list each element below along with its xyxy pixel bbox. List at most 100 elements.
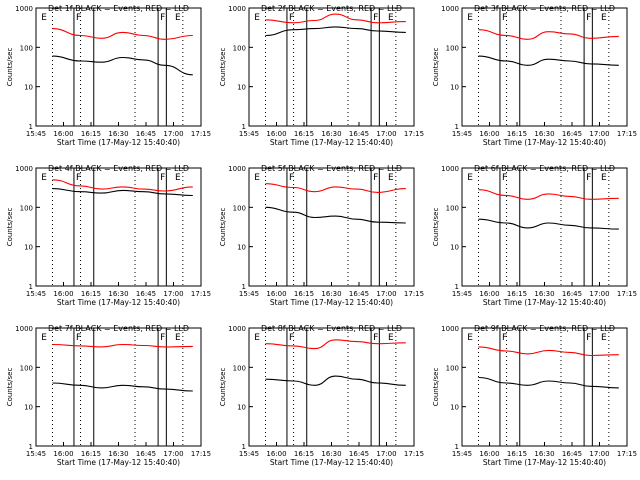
period-label: F [502,13,507,23]
x-tick-label: 17:15 [191,290,211,298]
period-label: E [388,173,394,183]
period-label: E [41,333,47,343]
x-tick-label: 16:15 [294,450,314,458]
x-tick-label: 17:00 [163,450,183,458]
chart-panel: Det 7f BLACK = Events, RED = LLD Counts/s… [6,324,211,467]
y-axis-label: Counts/sec [6,48,14,87]
y-tick-label: 100 [20,44,33,52]
x-tick-label: 17:15 [404,130,424,138]
x-tick-label: 16:30 [321,130,341,138]
period-label: E [388,13,394,23]
period-label: F [586,333,591,343]
x-tick-label: 17:15 [191,130,211,138]
chart-title: Det 1f BLACK = Events, RED = LLD [48,4,189,13]
series-lld-line [478,189,619,200]
chart-panel: Det 3f BLACK = Events, RED = LLD Counts/s… [432,4,637,147]
series-lld-line [265,13,406,24]
x-tick-label: 17:00 [589,290,609,298]
x-tick-label: 15:45 [452,290,472,298]
y-tick-label: 100 [20,204,33,212]
x-axis-label: Start Time (17-May-12 15:40:40) [483,298,606,307]
y-tick-label: 1000 [441,5,459,13]
x-tick-label: 16:15 [81,130,101,138]
period-label: E [41,173,47,183]
chart-panel: Det 4f BLACK = Events, RED = LLD Counts/s… [6,164,211,307]
x-tick-label: 16:15 [294,130,314,138]
y-tick-label: 1000 [441,325,459,333]
chart-panel: Det 5f BLACK = Events, RED = LLD Counts/s… [219,164,424,307]
y-tick-label: 1 [242,123,246,131]
y-tick-label: 1000 [228,5,246,13]
chart-title: Det 6f BLACK = Events, RED = LLD [474,164,615,173]
x-tick-label: 16:15 [81,290,101,298]
period-label: E [601,333,607,343]
x-tick-label: 15:45 [452,130,472,138]
series-lld-line [52,343,193,348]
x-tick-label: 16:45 [349,130,369,138]
series-lld-line [478,346,619,357]
x-axis-label: Start Time (17-May-12 15:40:40) [57,298,180,307]
y-tick-label: 100 [446,364,459,372]
x-tick-label: 16:00 [53,130,73,138]
x-tick-label: 16:00 [53,290,73,298]
y-tick-label: 1000 [228,165,246,173]
period-label: F [289,173,294,183]
series-events-line [52,382,193,392]
period-label: E [254,13,260,23]
period-label: F [586,13,591,23]
y-tick-label: 100 [446,44,459,52]
period-label: F [160,173,165,183]
x-tick-label: 16:15 [294,290,314,298]
plot-frame [35,327,202,447]
series-events-line [265,206,406,224]
y-axis-label: Counts/sec [219,48,227,87]
period-label: E [601,173,607,183]
chart-title: Det 5f BLACK = Events, RED = LLD [261,164,402,173]
x-axis-label: Start Time (17-May-12 15:40:40) [270,138,393,147]
period-label: F [586,173,591,183]
x-tick-label: 16:00 [266,450,286,458]
x-tick-label: 16:15 [507,130,527,138]
period-label: F [76,13,81,23]
x-tick-label: 16:45 [562,290,582,298]
series-events-line [52,188,193,197]
x-tick-label: 16:45 [562,130,582,138]
chart-panel: Det 8f BLACK = Events, RED = LLD Counts/s… [219,324,424,467]
chart-panel: Det 9f BLACK = Events, RED = LLD Counts/s… [432,324,637,467]
period-label: F [373,13,378,23]
period-label: F [76,333,81,343]
x-tick-label: 15:45 [239,130,259,138]
x-tick-label: 16:00 [53,450,73,458]
y-tick-label: 10 [24,244,33,252]
x-tick-label: 15:45 [452,450,472,458]
y-tick-label: 1 [455,123,459,131]
plot-frame [461,7,628,127]
series-lld-line [52,28,193,40]
chart-title: Det 2f BLACK = Events, RED = LLD [261,4,402,13]
x-tick-label: 17:15 [191,450,211,458]
plot-frame [35,7,202,127]
x-tick-label: 15:45 [26,130,46,138]
x-tick-label: 16:30 [321,290,341,298]
y-tick-label: 10 [24,84,33,92]
x-tick-label: 17:00 [376,450,396,458]
x-axis-label: Start Time (17-May-12 15:40:40) [57,138,180,147]
x-tick-label: 17:15 [617,130,637,138]
y-tick-label: 10 [237,84,246,92]
series-lld-line [52,179,193,192]
y-tick-label: 1 [29,283,33,291]
x-tick-label: 17:00 [163,130,183,138]
y-tick-label: 1000 [15,5,33,13]
period-label: F [289,333,294,343]
y-tick-label: 1000 [228,325,246,333]
y-tick-label: 100 [233,204,246,212]
y-tick-label: 1 [242,443,246,451]
x-tick-label: 17:15 [404,290,424,298]
x-tick-label: 16:00 [479,290,499,298]
series-lld-line [265,339,406,350]
chart-title: Det 8f BLACK = Events, RED = LLD [261,324,402,333]
period-label: E [467,13,473,23]
period-label: F [373,333,378,343]
period-label: F [502,173,507,183]
chart-panel: Det 2f BLACK = Events, RED = LLD Counts/s… [219,4,424,147]
